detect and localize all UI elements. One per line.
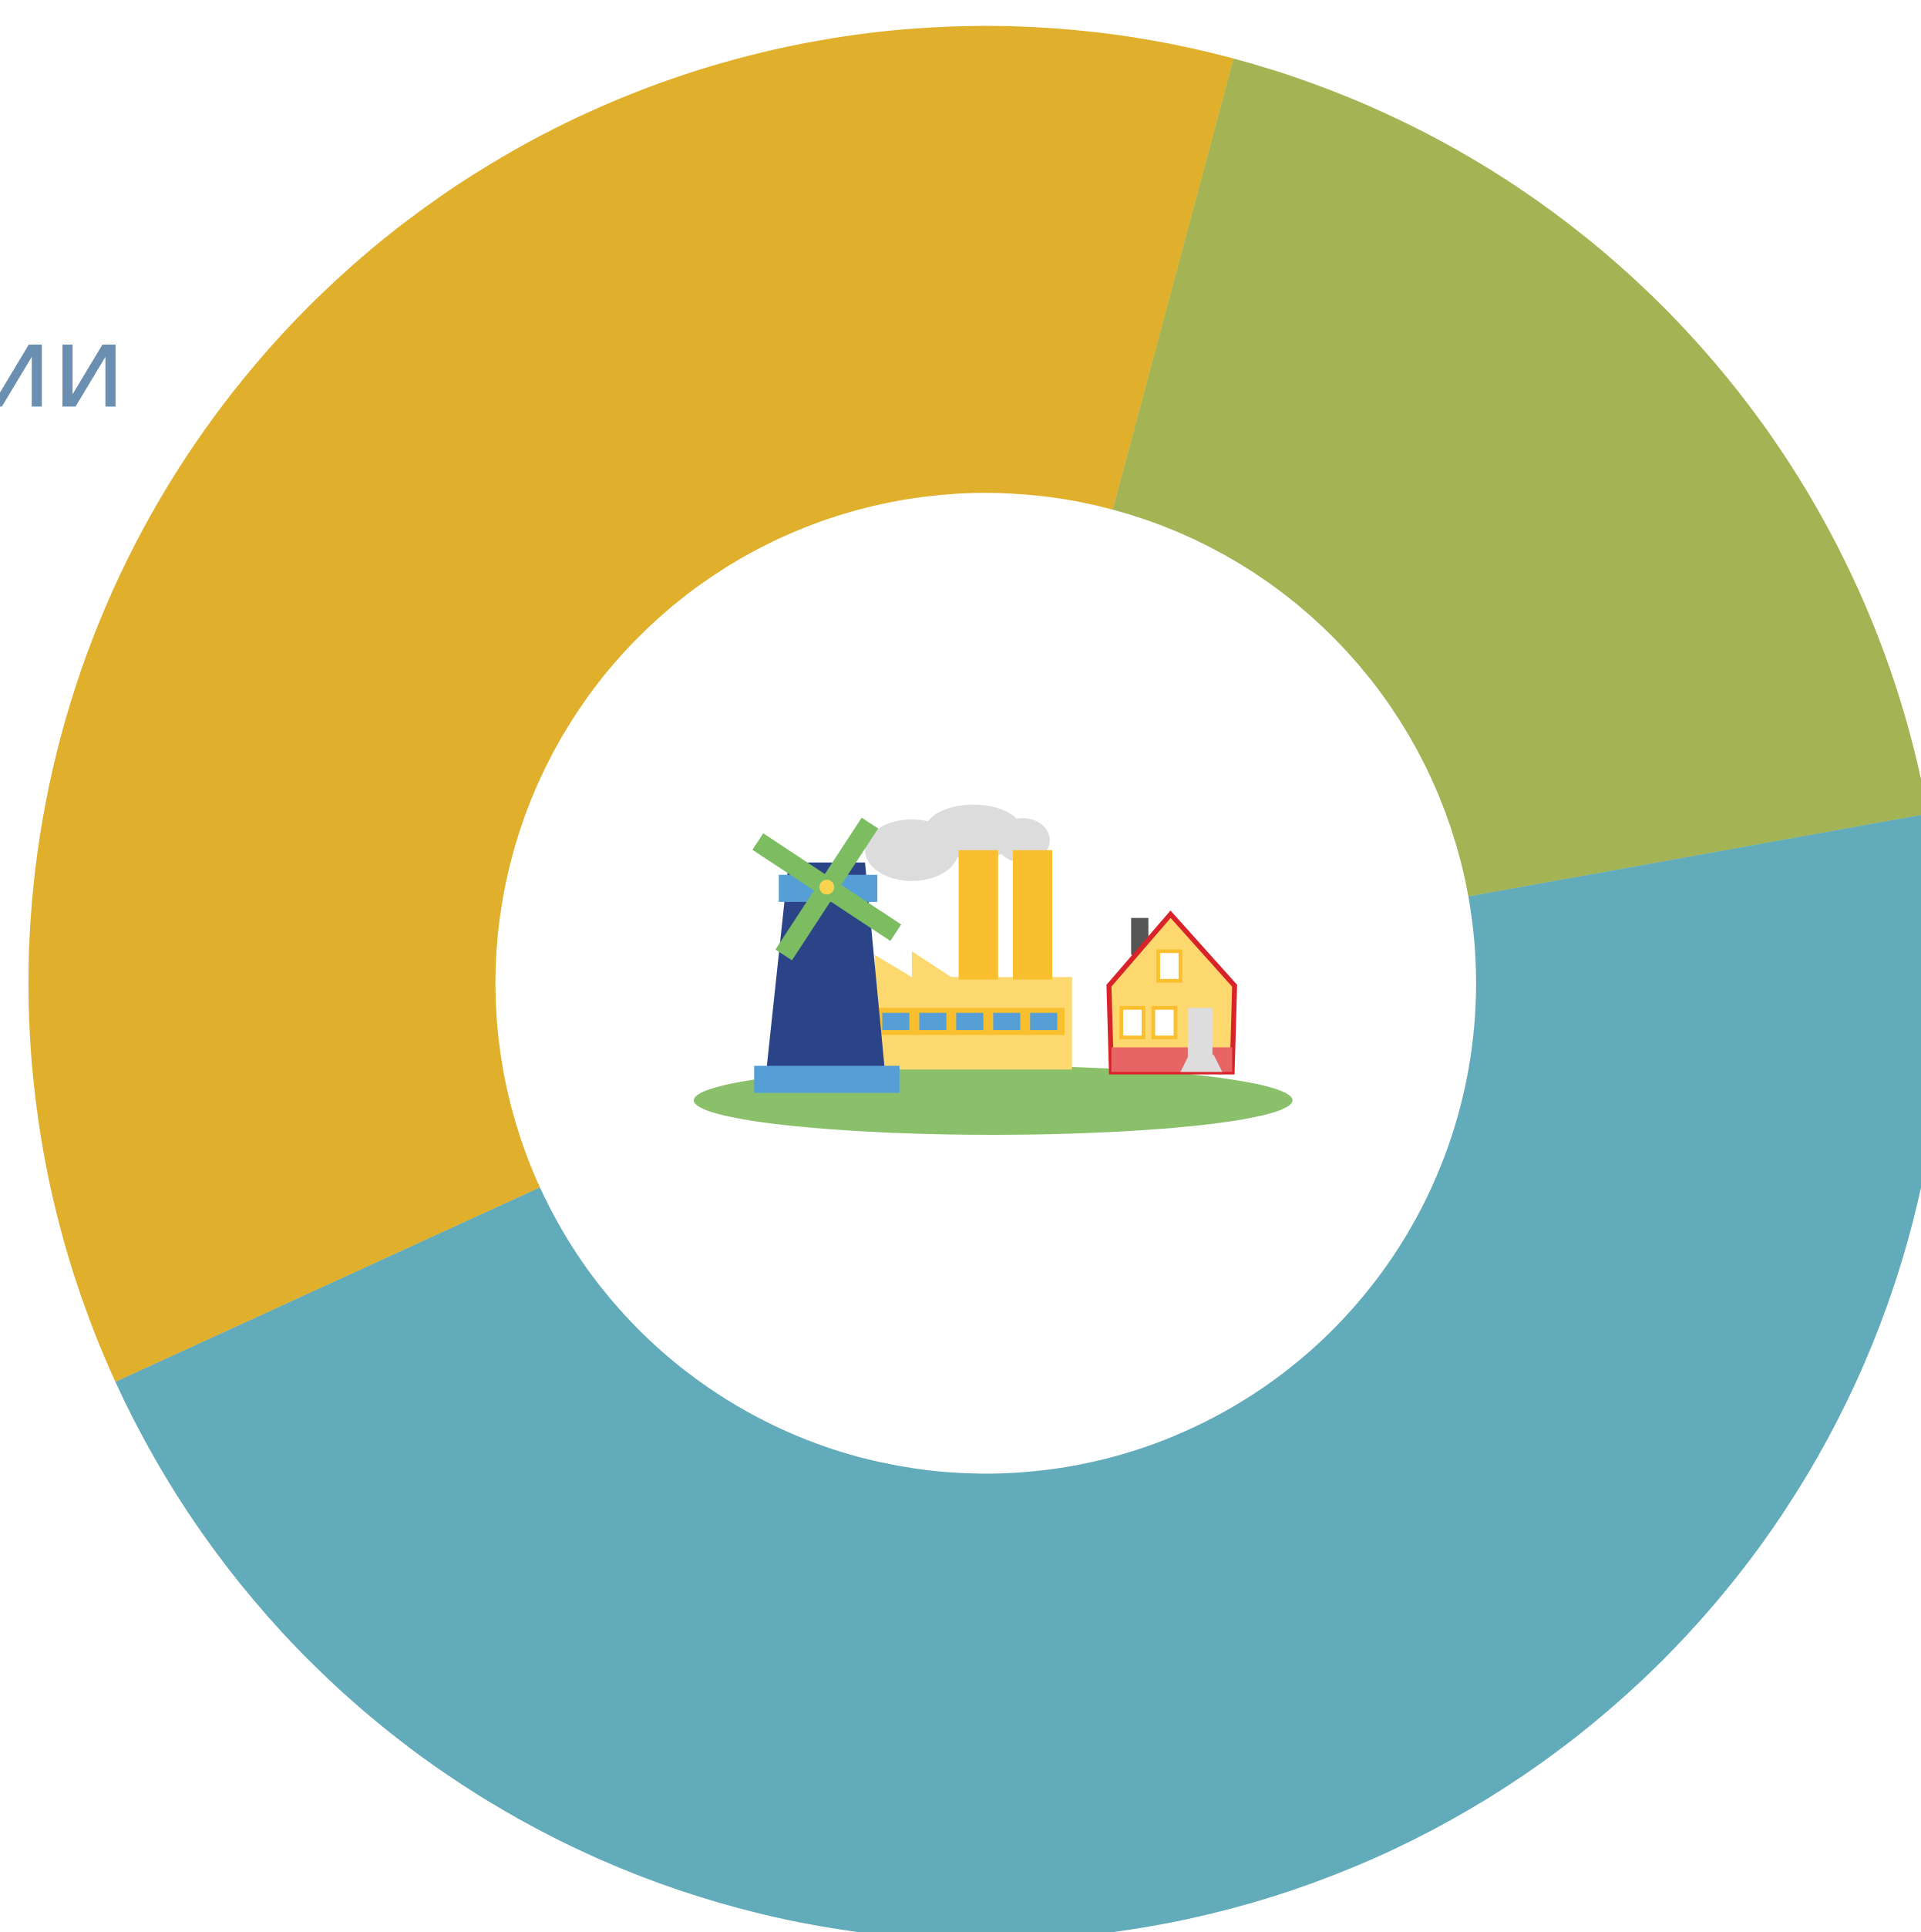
chart-title: ии xyxy=(0,301,126,433)
donut-slice xyxy=(28,25,1234,1382)
donut-slice xyxy=(1112,58,1921,897)
donut xyxy=(28,25,1921,1932)
donut-slice xyxy=(115,815,1921,1932)
center-icon xyxy=(693,804,1293,1135)
